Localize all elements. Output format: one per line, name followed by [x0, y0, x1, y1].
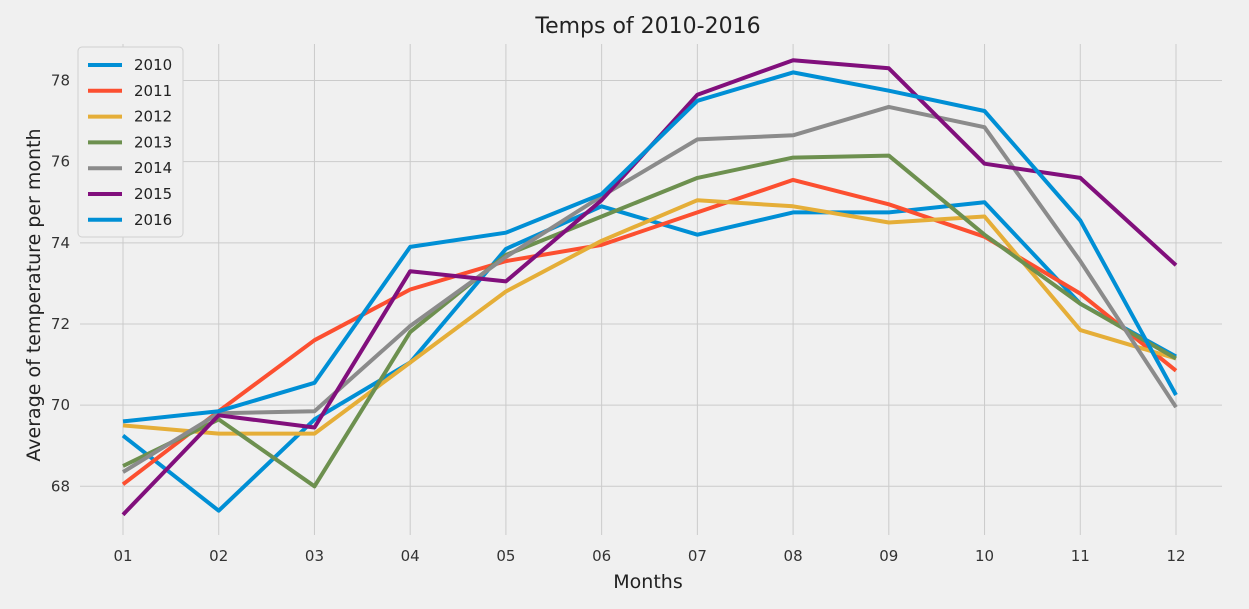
x-tick-label: 05 — [496, 547, 515, 565]
y-tick-labels: 68 70 72 74 76 78 — [51, 72, 70, 496]
legend-label-2013: 2013 — [134, 133, 172, 151]
grid — [80, 44, 1222, 535]
x-tick-label: 03 — [305, 547, 324, 565]
y-tick-label: 68 — [51, 477, 70, 495]
series-line-2013 — [122, 153, 1177, 489]
y-tick-label: 70 — [51, 396, 70, 414]
x-tick-label: 07 — [688, 547, 707, 565]
x-tick-label: 06 — [592, 547, 611, 565]
y-axis-label: Average of temperature per month — [23, 128, 45, 461]
x-axis-label: Months — [613, 571, 682, 593]
chart-title: Temps of 2010-2016 — [534, 14, 760, 39]
y-tick-label: 76 — [51, 153, 70, 171]
x-tick-label: 11 — [1071, 547, 1090, 565]
x-tick-labels: 01 02 03 04 05 06 07 08 09 10 11 12 — [113, 547, 1185, 565]
x-tick-label: 01 — [113, 547, 132, 565]
series-line-2016 — [122, 70, 1178, 424]
x-tick-label: 10 — [975, 547, 994, 565]
series-line-2014 — [121, 104, 1178, 474]
x-tick-label: 08 — [784, 547, 803, 565]
legend-label-2015: 2015 — [134, 185, 172, 203]
series-lines — [121, 58, 1178, 517]
y-tick-label: 72 — [51, 315, 70, 333]
legend: 2010 2011 2012 2013 2014 2015 2016 — [77, 46, 184, 238]
series-line-2012 — [122, 198, 1177, 436]
x-tick-label: 02 — [209, 547, 228, 565]
x-tick-label: 04 — [401, 547, 420, 565]
legend-label-2011: 2011 — [134, 82, 172, 100]
y-tick-label: 78 — [51, 72, 70, 90]
legend-label-2010: 2010 — [134, 56, 172, 74]
legend-label-2012: 2012 — [134, 108, 172, 126]
legend-label-2016: 2016 — [134, 211, 172, 229]
x-tick-label: 12 — [1166, 547, 1185, 565]
x-tick-label: 09 — [879, 547, 898, 565]
legend-label-2014: 2014 — [134, 159, 172, 177]
y-tick-label: 74 — [51, 234, 70, 252]
legend-box — [77, 46, 184, 238]
